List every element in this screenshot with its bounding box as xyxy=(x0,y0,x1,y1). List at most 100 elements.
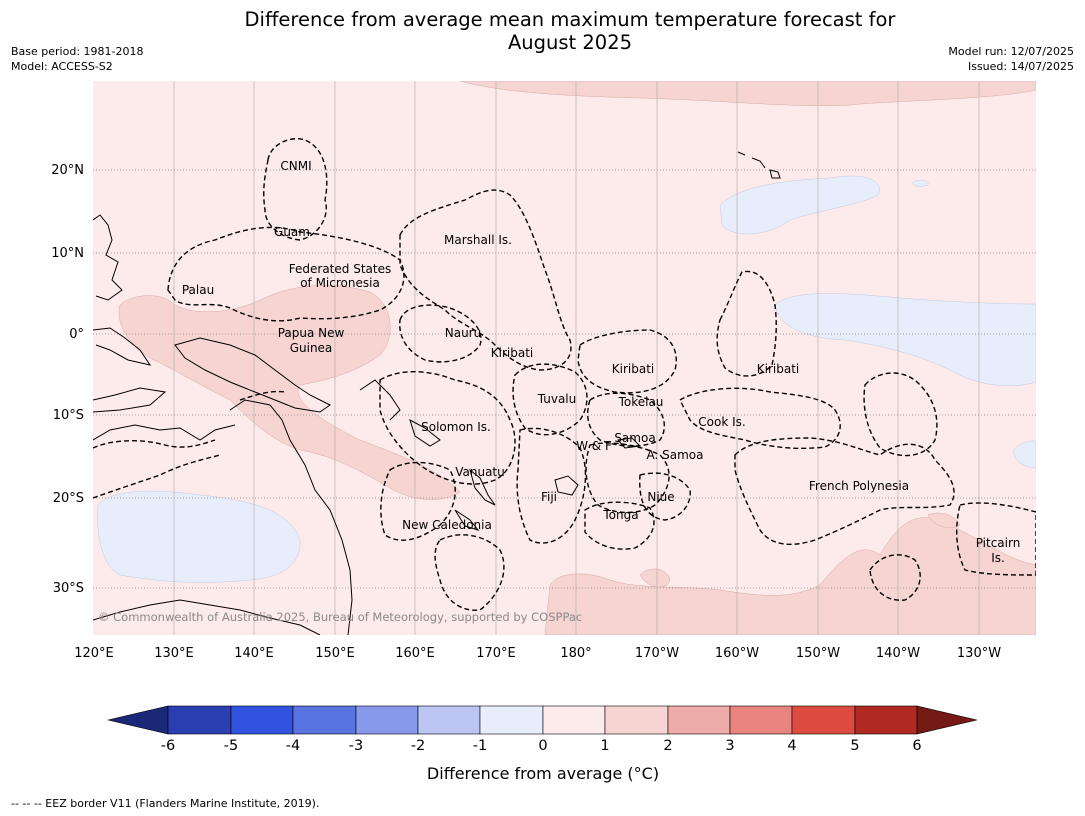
colorbar-tick: 2 xyxy=(663,738,672,754)
colorbar-extend-high xyxy=(916,705,978,735)
meta-left: Base period: 1981-2018 Model: ACCESS-S2 xyxy=(11,44,143,74)
colorbar-bin xyxy=(292,705,357,735)
label-kiribati-west: Kiribati xyxy=(491,346,533,360)
colorbar-tick: 5 xyxy=(850,738,859,754)
title-line-1: Difference from average mean maximum tem… xyxy=(244,8,896,31)
lon-label: 150°W xyxy=(796,646,840,661)
base-period: Base period: 1981-2018 xyxy=(11,45,144,58)
label-pitcairn-line2: Is. xyxy=(991,551,1005,565)
label-png-line2: Guinea xyxy=(290,341,333,355)
label-fsm-line1: Federated States xyxy=(289,262,391,276)
label-kiribati-central: Kiribati xyxy=(612,362,654,376)
colorbar-title: Difference from average (°C) xyxy=(427,764,659,783)
colorbar-tick: 1 xyxy=(600,738,609,754)
label-solomon-is: Solomon Is. xyxy=(421,420,491,434)
lon-label: 170°W xyxy=(635,646,679,661)
warm-region-tiny xyxy=(927,512,961,528)
colorbar-tick: -3 xyxy=(349,738,363,754)
label-tokelau: Tokelau xyxy=(618,395,664,409)
colorbar-tick: 6 xyxy=(912,738,921,754)
colorbar-tick-labels: -6 -5 -4 -3 -2 -1 0 1 2 3 4 5 6 xyxy=(161,738,922,754)
meta-right: Model run: 12/07/2025 Issued: 14/07/2025 xyxy=(948,44,1074,74)
label-niue: Niue xyxy=(647,490,674,504)
lon-label: 130°E xyxy=(154,646,194,661)
colorbar-bin xyxy=(479,705,544,735)
colorbar-tick: -1 xyxy=(473,738,487,754)
lon-label: 120°E xyxy=(74,646,114,661)
warm-region-north xyxy=(459,81,1036,106)
longitude-gridlines xyxy=(173,81,980,635)
colorbar-bin xyxy=(667,705,731,735)
label-nauru: Nauru xyxy=(445,326,481,340)
copyright-credit: © Commonwealth of Australia 2025, Bureau… xyxy=(98,610,582,624)
lon-label: 170°E xyxy=(476,646,516,661)
model-name: Model: ACCESS-S2 xyxy=(11,60,113,73)
label-pitcairn-line1: Pitcairn xyxy=(976,536,1021,550)
colorbar-bin xyxy=(355,705,419,735)
cool-region-hawaii xyxy=(719,175,880,235)
lon-label: 130°W xyxy=(957,646,1001,661)
lon-label: 150°E xyxy=(315,646,355,661)
colorbar-bin xyxy=(542,705,606,735)
lat-label: 20°S xyxy=(53,491,84,506)
lat-label: 10°N xyxy=(51,246,84,261)
label-png-line1: Papua New xyxy=(278,326,345,340)
colorbar-tick: 0 xyxy=(538,738,547,754)
colorbar: -6 -5 -4 -3 -2 -1 0 1 2 3 4 5 6 Differen… xyxy=(107,705,978,783)
cool-region-dot xyxy=(911,179,929,187)
place-labels: CNMI Guam Marshall Is. Federated States … xyxy=(182,159,1020,565)
colorbar-bin xyxy=(167,705,232,735)
cool-region-east xyxy=(1013,440,1036,469)
lon-label: 180° xyxy=(560,646,591,661)
label-vanuatu: Vanuatu xyxy=(455,465,505,479)
colorbar-bin xyxy=(854,705,918,735)
longitude-labels: 120°E 130°E 140°E 150°E 160°E 170°E 180°… xyxy=(74,646,1001,661)
label-fsm-line2: of Micronesia xyxy=(300,276,380,290)
colorbar-tick: -4 xyxy=(286,738,300,754)
label-new-caledonia: New Caledonia xyxy=(402,518,492,532)
colorbar-bin xyxy=(230,705,294,735)
lat-label: 20°N xyxy=(51,163,84,178)
label-american-samoa: A. Samoa xyxy=(647,448,704,462)
lat-label: 10°S xyxy=(53,408,84,423)
label-fiji: Fiji xyxy=(541,490,557,504)
cool-region-equatorial xyxy=(774,293,1036,387)
cool-region-australia xyxy=(97,490,301,583)
lat-label: 0° xyxy=(69,327,84,342)
lat-label: 30°S xyxy=(53,581,84,596)
colorbar-bin xyxy=(791,705,856,735)
colorbar-tick: 4 xyxy=(787,738,796,754)
label-samoa: Samoa xyxy=(614,431,655,445)
label-cnmi: CNMI xyxy=(280,159,311,173)
issued-date: Issued: 14/07/2025 xyxy=(967,60,1074,73)
colorbar-tick: 3 xyxy=(725,738,734,754)
colorbar-bin xyxy=(604,705,669,735)
map-area: CNMI Guam Marshall Is. Federated States … xyxy=(93,81,1036,635)
lon-label: 160°W xyxy=(715,646,759,661)
warm-region-south xyxy=(544,517,1036,635)
label-kiribati-east: Kiribati xyxy=(757,362,799,376)
colorbar-tick: -6 xyxy=(161,738,175,754)
latitude-gridlines xyxy=(93,169,1036,589)
eez-footnote: -- -- -- EEZ border V11 (Flanders Marine… xyxy=(11,797,320,810)
eez-borders xyxy=(93,138,1036,611)
model-run: Model run: 12/07/2025 xyxy=(948,45,1074,58)
map-title: Difference from average mean maximum tem… xyxy=(0,8,1085,54)
label-french-polynesia: French Polynesia xyxy=(809,479,909,493)
label-palau: Palau xyxy=(182,283,214,297)
label-tonga: Tonga xyxy=(602,508,638,522)
colorbar-tick: -2 xyxy=(411,738,425,754)
colorbar-tick: -5 xyxy=(224,738,238,754)
colorbar-bin xyxy=(729,705,793,735)
coastlines xyxy=(93,151,781,635)
label-tuvalu: Tuvalu xyxy=(537,392,577,406)
colorbar-extend-low xyxy=(107,705,169,735)
lon-label: 160°E xyxy=(395,646,435,661)
latitude-labels: 20°N 10°N 0° 10°S 20°S 30°S xyxy=(51,163,84,596)
title-line-2: August 2025 xyxy=(507,31,633,54)
label-guam: Guam xyxy=(274,225,310,239)
label-cook-is: Cook Is. xyxy=(698,415,745,429)
colorbar-bin xyxy=(417,705,481,735)
lon-label: 140°W xyxy=(876,646,920,661)
